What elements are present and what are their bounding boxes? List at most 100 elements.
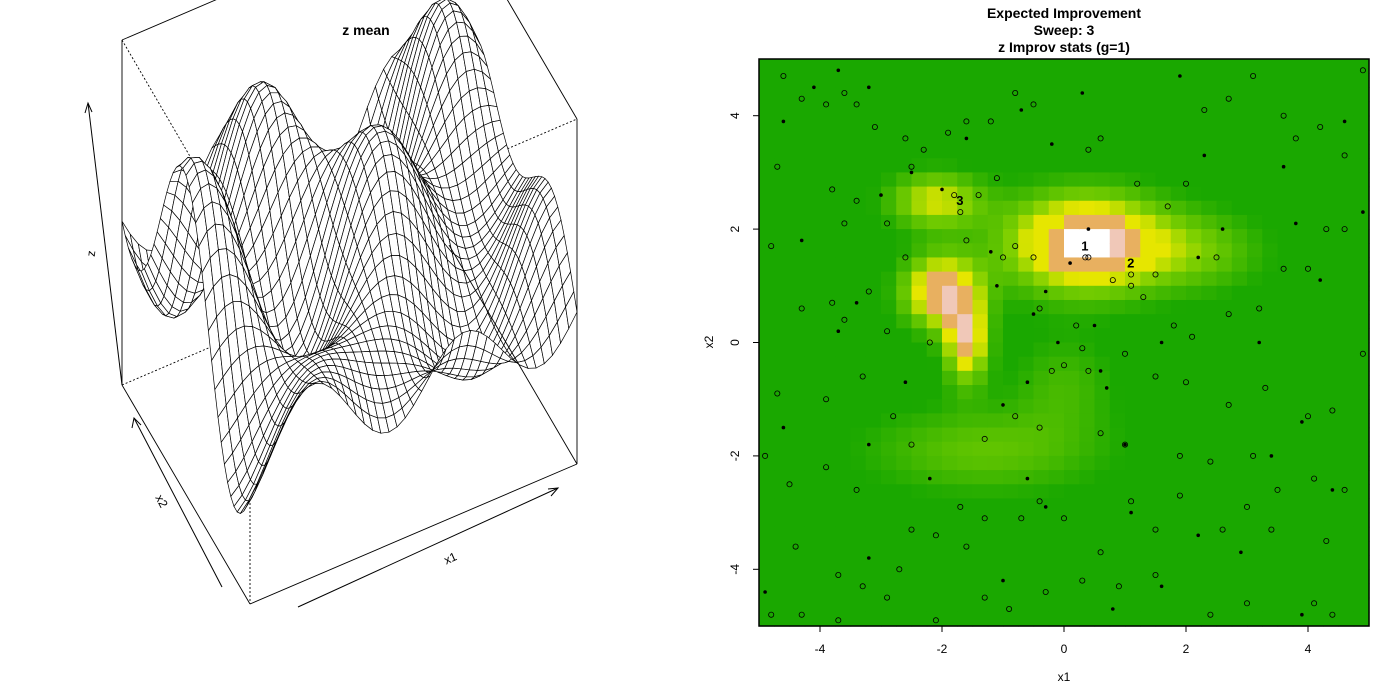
heatmap-cell bbox=[1155, 583, 1172, 599]
heatmap-cell bbox=[1079, 611, 1096, 627]
heatmap-cell bbox=[1186, 441, 1202, 457]
open-point bbox=[798, 305, 805, 312]
heatmap-cell bbox=[1048, 470, 1065, 485]
heatmap-cell bbox=[1338, 59, 1355, 74]
open-point bbox=[823, 464, 830, 471]
heatmap-cell bbox=[1170, 583, 1187, 599]
heatmap-cell bbox=[1094, 285, 1111, 301]
filled-point bbox=[1196, 255, 1200, 260]
heatmap-cell bbox=[1018, 101, 1035, 117]
heatmap-cell bbox=[1353, 299, 1370, 315]
open-point bbox=[1219, 526, 1226, 533]
heatmap-cell bbox=[1353, 441, 1370, 457]
heatmap-cell bbox=[942, 555, 958, 570]
heatmap-cell bbox=[1003, 427, 1019, 443]
heatmap-cell bbox=[1262, 512, 1279, 528]
heatmap-cell bbox=[972, 441, 989, 457]
heatmap-cell bbox=[1231, 158, 1248, 174]
open-point bbox=[1280, 112, 1287, 119]
heatmap-cell bbox=[774, 342, 791, 358]
heatmap-cell bbox=[1201, 129, 1218, 145]
heatmap-cell bbox=[1186, 526, 1202, 542]
heatmap-cell bbox=[972, 555, 989, 570]
heatmap-cell bbox=[1201, 285, 1218, 301]
box-edge-left-bottom bbox=[121, 384, 251, 605]
heatmap-cell bbox=[1277, 229, 1294, 244]
heatmap-cell bbox=[957, 172, 974, 188]
box-edge-top-right bbox=[506, 0, 578, 120]
heatmap-cell bbox=[1338, 526, 1355, 542]
open-point bbox=[902, 135, 909, 142]
heatmap-cell bbox=[881, 158, 897, 174]
heatmap-cell bbox=[1033, 427, 1050, 443]
heatmap-cell bbox=[1308, 569, 1324, 585]
heatmap-cell bbox=[1033, 87, 1050, 103]
heatmap-cell bbox=[1353, 583, 1370, 599]
heatmap-cell bbox=[1216, 271, 1233, 287]
heatmap-cell bbox=[1292, 399, 1309, 414]
heatmap-cell bbox=[1094, 356, 1111, 372]
filled-point bbox=[1202, 153, 1207, 158]
heatmap-cell bbox=[942, 441, 958, 457]
heatmap-cell bbox=[1231, 498, 1248, 514]
heatmap-cell bbox=[911, 73, 928, 88]
heatmap-cell bbox=[1277, 427, 1294, 443]
x2-axis-arrow bbox=[131, 416, 223, 588]
heatmap-cell bbox=[1216, 455, 1233, 471]
heatmap-cell bbox=[1109, 385, 1126, 400]
heatmap-cell bbox=[865, 498, 882, 514]
heatmap-cell bbox=[1323, 569, 1340, 585]
heatmap-cell bbox=[1186, 257, 1202, 273]
heatmap-cell bbox=[1140, 59, 1157, 74]
heatmap-cell bbox=[1277, 498, 1294, 514]
heatmap-cell bbox=[1201, 583, 1218, 599]
heatmap-cell bbox=[1277, 385, 1294, 400]
heatmap-cell bbox=[926, 385, 943, 400]
heatmap-cell bbox=[1155, 540, 1172, 556]
heatmap-cell bbox=[865, 399, 882, 414]
heatmap-cell bbox=[1338, 540, 1355, 556]
filled-point bbox=[1050, 142, 1054, 146]
open-point bbox=[908, 526, 915, 533]
heatmap-cell bbox=[1308, 200, 1324, 216]
heatmap-cell bbox=[1292, 214, 1309, 230]
heatmap-cell bbox=[759, 385, 775, 400]
heatmap-cell bbox=[1262, 186, 1279, 202]
filled-point bbox=[1092, 323, 1097, 328]
heatmap-cell bbox=[759, 512, 775, 528]
heatmap-cell bbox=[1262, 328, 1279, 344]
heatmap-cell bbox=[789, 214, 806, 230]
heatmap-cell bbox=[1323, 314, 1340, 329]
heatmap-cell bbox=[850, 101, 867, 117]
heatmap-cell bbox=[789, 73, 806, 88]
heatmap-cell bbox=[957, 200, 974, 216]
heatmap-cell bbox=[1277, 356, 1294, 372]
heatmap-cell bbox=[1247, 611, 1263, 627]
heatmap-cell bbox=[1247, 214, 1263, 230]
heatmap-cell bbox=[1277, 285, 1294, 301]
heatmap-cell bbox=[759, 455, 775, 471]
heatmap-cell bbox=[957, 583, 974, 599]
heatmap-cell bbox=[804, 172, 821, 188]
heatmap-cell bbox=[1079, 555, 1096, 570]
heatmap-cell bbox=[1109, 569, 1126, 585]
heatmap-cell bbox=[1353, 101, 1370, 117]
heatmap-cell bbox=[926, 285, 943, 301]
heatmap-cell bbox=[987, 144, 1004, 159]
heatmap-cell bbox=[1338, 455, 1355, 471]
heatmap-cell bbox=[1323, 342, 1340, 358]
heatmap-cell bbox=[1247, 385, 1263, 400]
heatmap-cell bbox=[835, 243, 852, 259]
heatmap-cell bbox=[1079, 597, 1096, 613]
heatmap-cell bbox=[1201, 385, 1218, 400]
heatmap-cell bbox=[1064, 328, 1080, 344]
heatmap-cell bbox=[804, 498, 821, 514]
heatmap-cell bbox=[1308, 356, 1324, 372]
heatmap-cell bbox=[1216, 498, 1233, 514]
heatmap-cell bbox=[1323, 214, 1340, 230]
heatmap-cell bbox=[896, 455, 913, 471]
heatmap-cell bbox=[1018, 356, 1035, 372]
heatmap-cell bbox=[1323, 271, 1340, 287]
filled-point bbox=[1330, 488, 1335, 492]
heatmap-cell bbox=[1003, 512, 1019, 528]
